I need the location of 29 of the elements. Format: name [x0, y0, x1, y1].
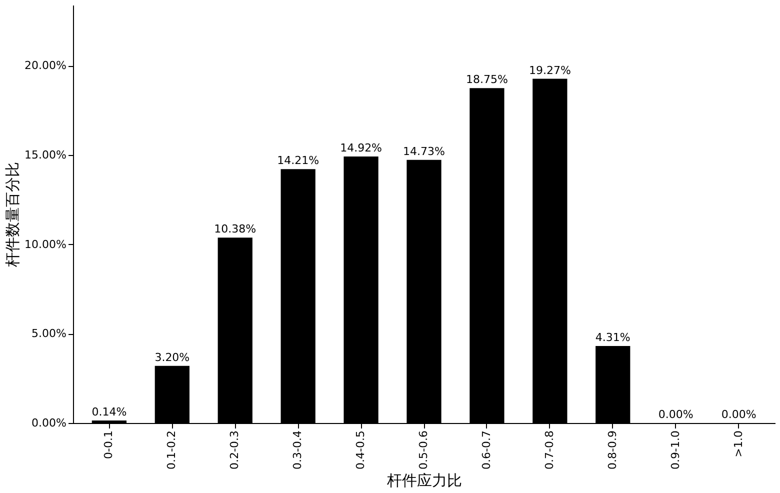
y-tick-label: 20.00%	[24, 59, 66, 72]
data-label: 4.31%	[595, 331, 630, 344]
x-tick-label: 0.8-0.9	[606, 430, 619, 470]
y-tick-label: 0.00%	[32, 416, 66, 430]
x-tick-label: 0.2-0.3	[228, 430, 242, 470]
data-label: 3.20%	[154, 350, 190, 364]
data-label: 14.21%	[277, 154, 320, 168]
y-tick-label: 5.00%	[32, 327, 66, 340]
x-axis-title: 杆件应力比	[386, 471, 462, 490]
data-label: 18.75%	[466, 73, 508, 86]
x-tick-label: >1.0	[732, 430, 745, 458]
x-tick-label: 0.4-0.5	[354, 430, 368, 470]
data-label: 19.27%	[528, 64, 571, 77]
x-tick-label: 0.6-0.7	[480, 430, 493, 470]
x-tick-label: 0.7-0.8	[542, 430, 556, 470]
data-label: 0.00%	[721, 408, 756, 421]
x-tick-label: 0.3-0.4	[291, 430, 304, 470]
x-tick-label: 0-0.1	[102, 430, 116, 459]
data-label: 14.92%	[340, 141, 382, 154]
data-label: 0.14%	[92, 406, 127, 418]
y-axis-title: 杆件数量百分比	[4, 162, 22, 268]
data-label: 0.00%	[658, 408, 694, 421]
x-tick-label: 0.5-0.6	[417, 430, 430, 470]
data-label: 10.38%	[214, 222, 256, 236]
x-tick-label: 0.1-0.2	[165, 430, 178, 470]
x-tick-label: 0.9-1.0	[668, 430, 682, 470]
data-label: 14.73%	[403, 144, 445, 158]
y-tick-label: 10.00%	[24, 238, 66, 251]
y-tick-label: 15.00%	[24, 148, 66, 162]
